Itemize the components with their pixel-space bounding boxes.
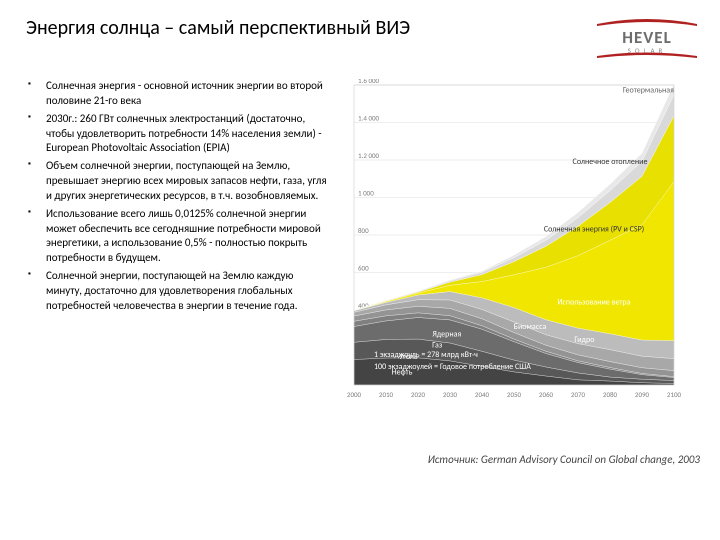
energy-forecast-chart: 2004006008001 0001.2 0001.4 0001.6 00020… — [344, 79, 684, 439]
svg-text:2060: 2060 — [539, 390, 554, 399]
svg-text:2040: 2040 — [475, 390, 490, 399]
svg-text:1.2 000: 1.2 000 — [358, 151, 380, 160]
svg-text:2100: 2100 — [667, 390, 682, 399]
svg-text:100 экзаджоулей = Годовое потр: 100 экзаджоулей = Годовое потребление СШ… — [374, 362, 531, 372]
svg-text:2030: 2030 — [443, 390, 458, 399]
svg-text:Прочие источники: Прочие источники — [588, 112, 651, 122]
page-title: Энергия солнца – самый перспективный ВИЭ — [26, 16, 592, 40]
bullet-item: 2030г.: 260 ГВт солнечных электростанций… — [28, 112, 328, 157]
svg-text:1.6 000: 1.6 000 — [358, 79, 380, 85]
svg-text:2090: 2090 — [635, 390, 650, 399]
svg-text:2010: 2010 — [379, 390, 394, 399]
svg-text:Геотермальная: Геотермальная — [623, 86, 674, 96]
bullet-item: Солнечной энергии, поступающей на Землю … — [28, 269, 328, 314]
bullet-item: Использование всего лишь 0,0125% солнечн… — [28, 207, 328, 266]
svg-text:Биомасса: Биомасса — [514, 322, 547, 332]
bullet-item: Солнечная энергия - основной источник эн… — [28, 79, 328, 109]
svg-text:600: 600 — [358, 264, 369, 273]
svg-text:Использование ветра: Использование ветра — [557, 297, 630, 307]
svg-text:Гидро: Гидро — [574, 335, 594, 345]
svg-text:1 экзаджоуль = 278 млрд кВт·ч: 1 экзаджоуль = 278 млрд кВт·ч — [374, 350, 478, 360]
svg-text:1.4 000: 1.4 000 — [358, 114, 380, 123]
svg-text:Солнечная энергия (PV и CSP): Солнечная энергия (PV и CSP) — [544, 224, 644, 234]
source-citation: Источник: German Advisory Council on Glo… — [0, 439, 720, 466]
svg-text:800: 800 — [358, 226, 369, 235]
bullet-list: Солнечная энергия - основной источник эн… — [28, 79, 328, 439]
svg-text:2070: 2070 — [571, 390, 586, 399]
svg-text:2050: 2050 — [507, 390, 522, 399]
svg-text:Ядерная: Ядерная — [432, 329, 461, 339]
svg-text:2020: 2020 — [411, 390, 426, 399]
svg-text:1 000: 1 000 — [358, 189, 374, 198]
svg-text:Солнечное отопление: Солнечное отопление — [573, 157, 648, 167]
svg-text:2000: 2000 — [347, 390, 362, 399]
svg-text:2080: 2080 — [603, 390, 618, 399]
bullet-item: Объем солнечной энергии, поступающей на … — [28, 159, 328, 204]
brand-logo: HEVEL SOLAR — [592, 16, 702, 63]
logo-text: HEVEL — [622, 27, 672, 48]
